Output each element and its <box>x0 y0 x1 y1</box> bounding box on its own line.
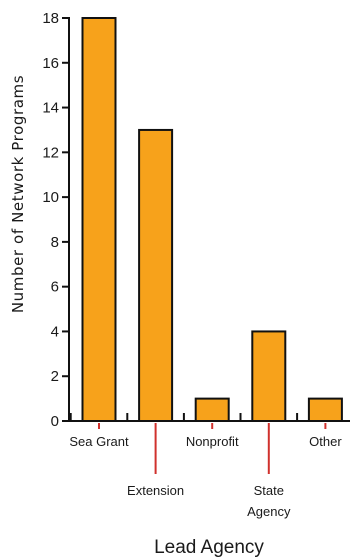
x-axis: Sea Grant Extension Nonprofit State Agency Ot… <box>68 413 350 519</box>
y-axis-label: Number of Network Programs <box>9 75 27 313</box>
bar-other <box>307 397 343 423</box>
y-tick-label: 10 <box>42 189 59 206</box>
bar-state-agency <box>251 330 287 423</box>
bar-sea-grant <box>81 17 117 422</box>
y-tick-label: 18 <box>42 10 59 27</box>
category-label: State Agency <box>247 483 291 519</box>
y-axis: 0 2 4 6 8 10 12 14 16 18 <box>42 10 70 430</box>
category-label: Nonprofit <box>186 434 239 449</box>
y-tick-label: 16 <box>42 55 59 72</box>
bar-extension <box>138 128 174 422</box>
y-tick-label: 8 <box>51 234 59 251</box>
category-label: Extension <box>127 483 184 498</box>
y-tick-label: 6 <box>51 279 59 296</box>
y-tick-label: 14 <box>42 100 59 117</box>
category-label: Sea Grant <box>69 434 129 449</box>
y-tick-label: 0 <box>51 413 59 430</box>
y-tick-label: 12 <box>42 144 59 161</box>
x-axis-label: Lead Agency <box>154 537 264 558</box>
bar-nonprofit <box>194 397 230 423</box>
y-tick-label: 2 <box>51 368 59 385</box>
bars <box>81 17 343 423</box>
y-tick-label: 4 <box>51 323 59 340</box>
category-label: Other <box>309 434 342 449</box>
